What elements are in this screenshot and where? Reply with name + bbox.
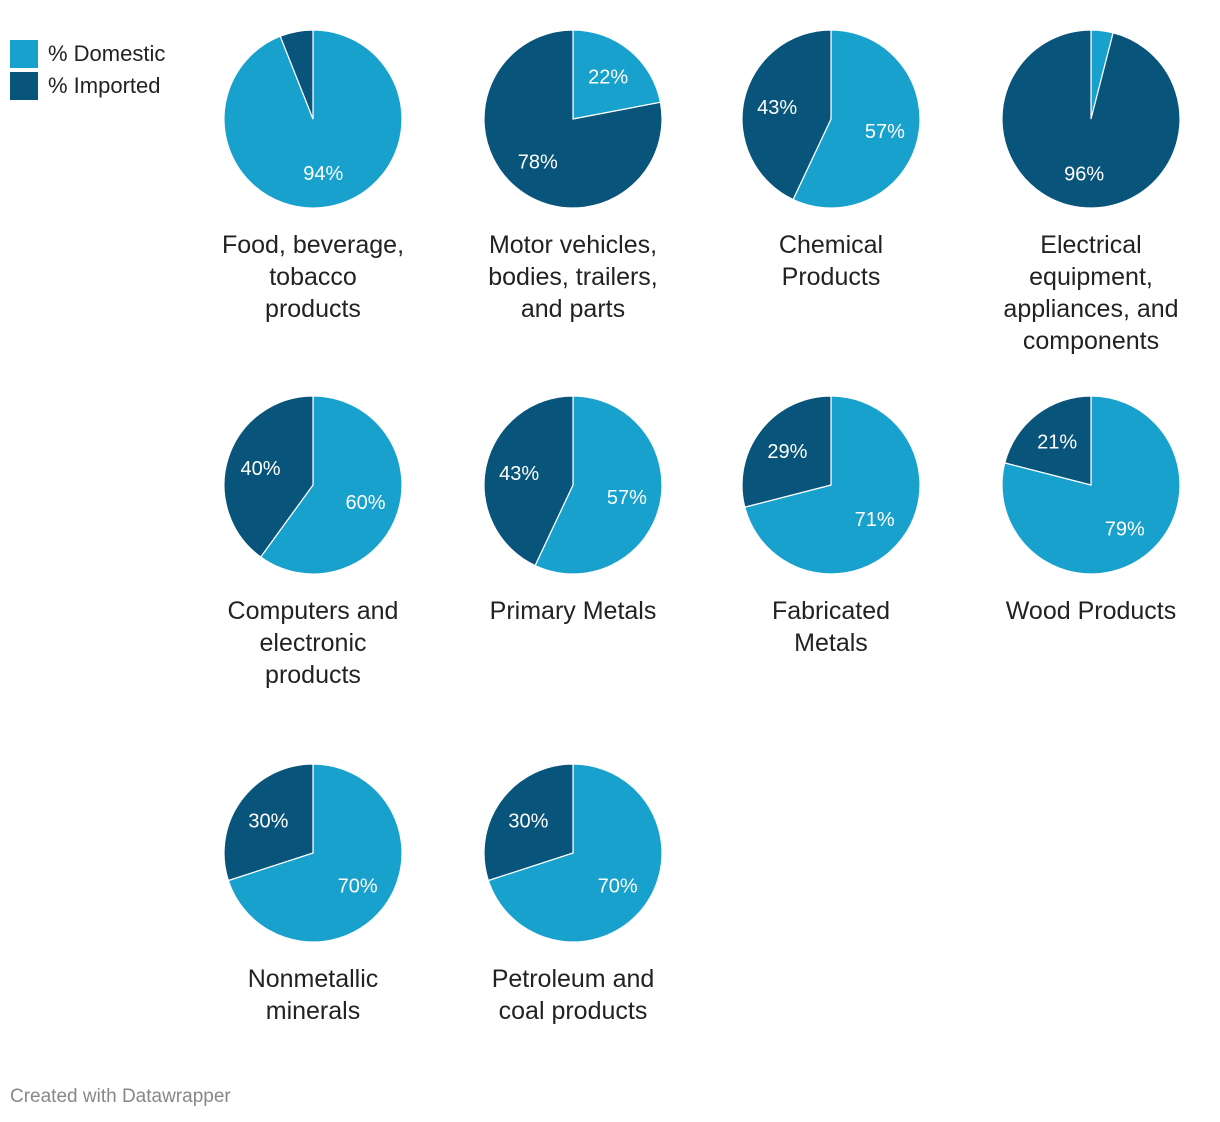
pie-7-label-imported: 29% bbox=[767, 441, 807, 463]
pie-5-label-imported: 40% bbox=[240, 458, 280, 480]
pie-9-title-line: Nonmetallic bbox=[247, 965, 379, 993]
pie-2: 22% 78% bbox=[483, 29, 663, 209]
pie-3-title-line: Products bbox=[781, 263, 881, 291]
pie-4-title-line: Electrical bbox=[1040, 231, 1142, 259]
pie-8-title-line: Wood Products bbox=[1005, 597, 1177, 625]
pie-9-label-imported: 30% bbox=[248, 811, 288, 833]
pie-7-slice-domestic bbox=[744, 395, 921, 575]
pie-4: 96% bbox=[1001, 29, 1181, 209]
pie-10-title-line: coal products bbox=[498, 997, 648, 1025]
pie-3: 57% 43% bbox=[741, 29, 921, 209]
pie-5-slice-domestic bbox=[259, 395, 403, 575]
pie-5-title: Computers and electronic products bbox=[193, 595, 433, 691]
pie-3-title: Chemical Products bbox=[711, 229, 951, 293]
pie-7-title-line: Metals bbox=[794, 629, 868, 657]
pie-3-slice-imported bbox=[741, 29, 832, 201]
pie-6-title-line: Primary Metals bbox=[489, 597, 657, 625]
pie-8-title: Wood Products bbox=[971, 595, 1211, 627]
pie-10-label-domestic: 70% bbox=[598, 875, 638, 897]
pie-4-slice-imported bbox=[1001, 29, 1181, 209]
pie-7-slice-imported bbox=[741, 395, 832, 508]
pie-2-slice-imported bbox=[483, 29, 663, 209]
pie-2-slice-domestic bbox=[572, 29, 662, 120]
pie-4-title-line: components bbox=[1022, 327, 1160, 355]
pie-5-slice-imported bbox=[223, 395, 314, 558]
pie-10: 70% 30% bbox=[483, 763, 663, 943]
pie-9-slice-imported bbox=[223, 763, 314, 882]
pie-5-label-domestic: 60% bbox=[345, 492, 385, 514]
pie-10-slice-domestic bbox=[487, 763, 663, 943]
legend-item-domestic: % Domestic bbox=[10, 38, 165, 70]
pie-7: 71% 29% bbox=[741, 395, 921, 575]
pie-3-slice-domestic bbox=[792, 29, 921, 209]
pie-9-label-domestic: 70% bbox=[338, 875, 378, 897]
pie-2-title: Motor vehicles, bodies, trailers, and part… bbox=[453, 229, 693, 325]
footer-credit: Created with Datawrapper bbox=[10, 1086, 231, 1107]
legend-swatch-domestic bbox=[10, 40, 38, 68]
pie-6-slice-domestic bbox=[534, 395, 663, 575]
pie-2-title-line: bodies, trailers, bbox=[488, 263, 658, 291]
pie-3-label-domestic: 57% bbox=[865, 121, 905, 143]
pie-7-title: Fabricated Metals bbox=[711, 595, 951, 659]
pie-1-title-line: Food, beverage, bbox=[221, 231, 405, 259]
pie-1-title-line: products bbox=[265, 295, 361, 323]
pie-10-slice-imported bbox=[483, 763, 574, 882]
pie-1-slice-imported bbox=[279, 29, 314, 120]
pie-6-title: Primary Metals bbox=[453, 595, 693, 627]
pie-5-title-line: Computers and bbox=[227, 597, 399, 625]
pie-5-title-line: electronic bbox=[259, 629, 367, 657]
pie-7-title-line: Fabricated bbox=[771, 597, 891, 625]
pie-8-label-domestic: 79% bbox=[1105, 519, 1145, 541]
pie-1-title-line: tobacco bbox=[269, 263, 357, 291]
pie-6-slice-imported bbox=[483, 395, 574, 567]
pie-7-label-domestic: 71% bbox=[855, 509, 895, 531]
pie-2-title-line: Motor vehicles, bbox=[488, 231, 658, 259]
pie-5: 60% 40% bbox=[223, 395, 403, 575]
pie-4-title-line: appliances, and bbox=[1003, 295, 1179, 323]
pie-4-label-imported: 96% bbox=[1064, 164, 1104, 186]
pie-8: 79% 21% bbox=[1001, 395, 1181, 575]
pie-3-label-imported: 43% bbox=[757, 97, 797, 119]
pie-6-label-imported: 43% bbox=[499, 463, 539, 485]
pie-9: 70% 30% bbox=[223, 763, 403, 943]
pie-9-title: Nonmetallic minerals bbox=[193, 963, 433, 1027]
pie-10-title: Petroleum and coal products bbox=[453, 963, 693, 1027]
legend-swatch-imported bbox=[10, 72, 38, 100]
pie-2-title-line: and parts bbox=[520, 295, 626, 323]
pie-5-title-line: products bbox=[265, 661, 361, 689]
legend-label-domestic: % Domestic bbox=[48, 41, 166, 66]
pie-2-label-imported: 78% bbox=[518, 152, 558, 174]
pie-4-title: Electrical equipment, appliances, and compo… bbox=[971, 229, 1211, 357]
pie-1: 94% bbox=[223, 29, 403, 209]
pie-9-title-line: minerals bbox=[265, 997, 361, 1025]
pie-6: 57% 43% bbox=[483, 395, 663, 575]
pie-9-slice-domestic bbox=[227, 763, 403, 943]
pie-8-label-imported: 21% bbox=[1037, 431, 1077, 453]
pie-10-title-line: Petroleum and bbox=[491, 965, 655, 993]
legend-label-imported: % Imported bbox=[48, 73, 161, 98]
pie-4-title-line: equipment, bbox=[1029, 263, 1153, 291]
pie-1-label-domestic: 94% bbox=[303, 163, 343, 185]
pie-3-title-line: Chemical bbox=[778, 231, 884, 259]
pie-6-label-domestic: 57% bbox=[607, 487, 647, 509]
legend: % Domestic % Imported bbox=[10, 38, 165, 102]
pie-10-label-imported: 30% bbox=[508, 811, 548, 833]
pie-8-slice-imported bbox=[1004, 395, 1092, 486]
legend-item-imported: % Imported bbox=[10, 70, 165, 102]
pie-1-title: Food, beverage, tobacco products bbox=[193, 229, 433, 325]
pie-2-label-domestic: 22% bbox=[588, 67, 628, 89]
